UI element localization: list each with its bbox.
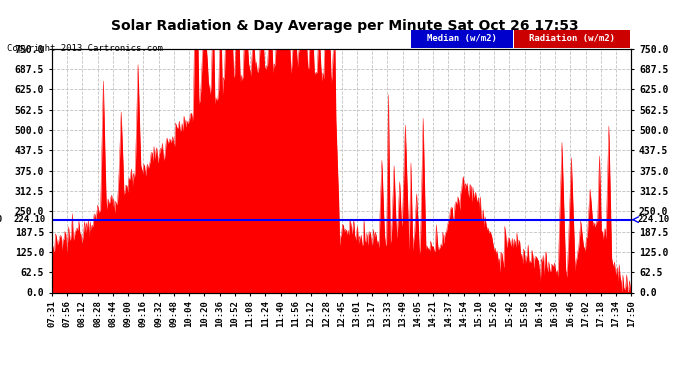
Text: 224.10: 224.10	[14, 215, 46, 224]
Text: Radiation (w/m2): Radiation (w/m2)	[529, 34, 615, 44]
Text: Copyright 2013 Cartronics.com: Copyright 2013 Cartronics.com	[7, 44, 163, 53]
Text: Median (w/m2): Median (w/m2)	[427, 34, 497, 44]
Text: Solar Radiation & Day Average per Minute Sat Oct 26 17:53: Solar Radiation & Day Average per Minute…	[111, 19, 579, 33]
FancyBboxPatch shape	[411, 30, 513, 48]
FancyBboxPatch shape	[514, 30, 630, 48]
Text: 224.10: 224.10	[0, 215, 3, 224]
Text: 224.10: 224.10	[637, 215, 669, 224]
